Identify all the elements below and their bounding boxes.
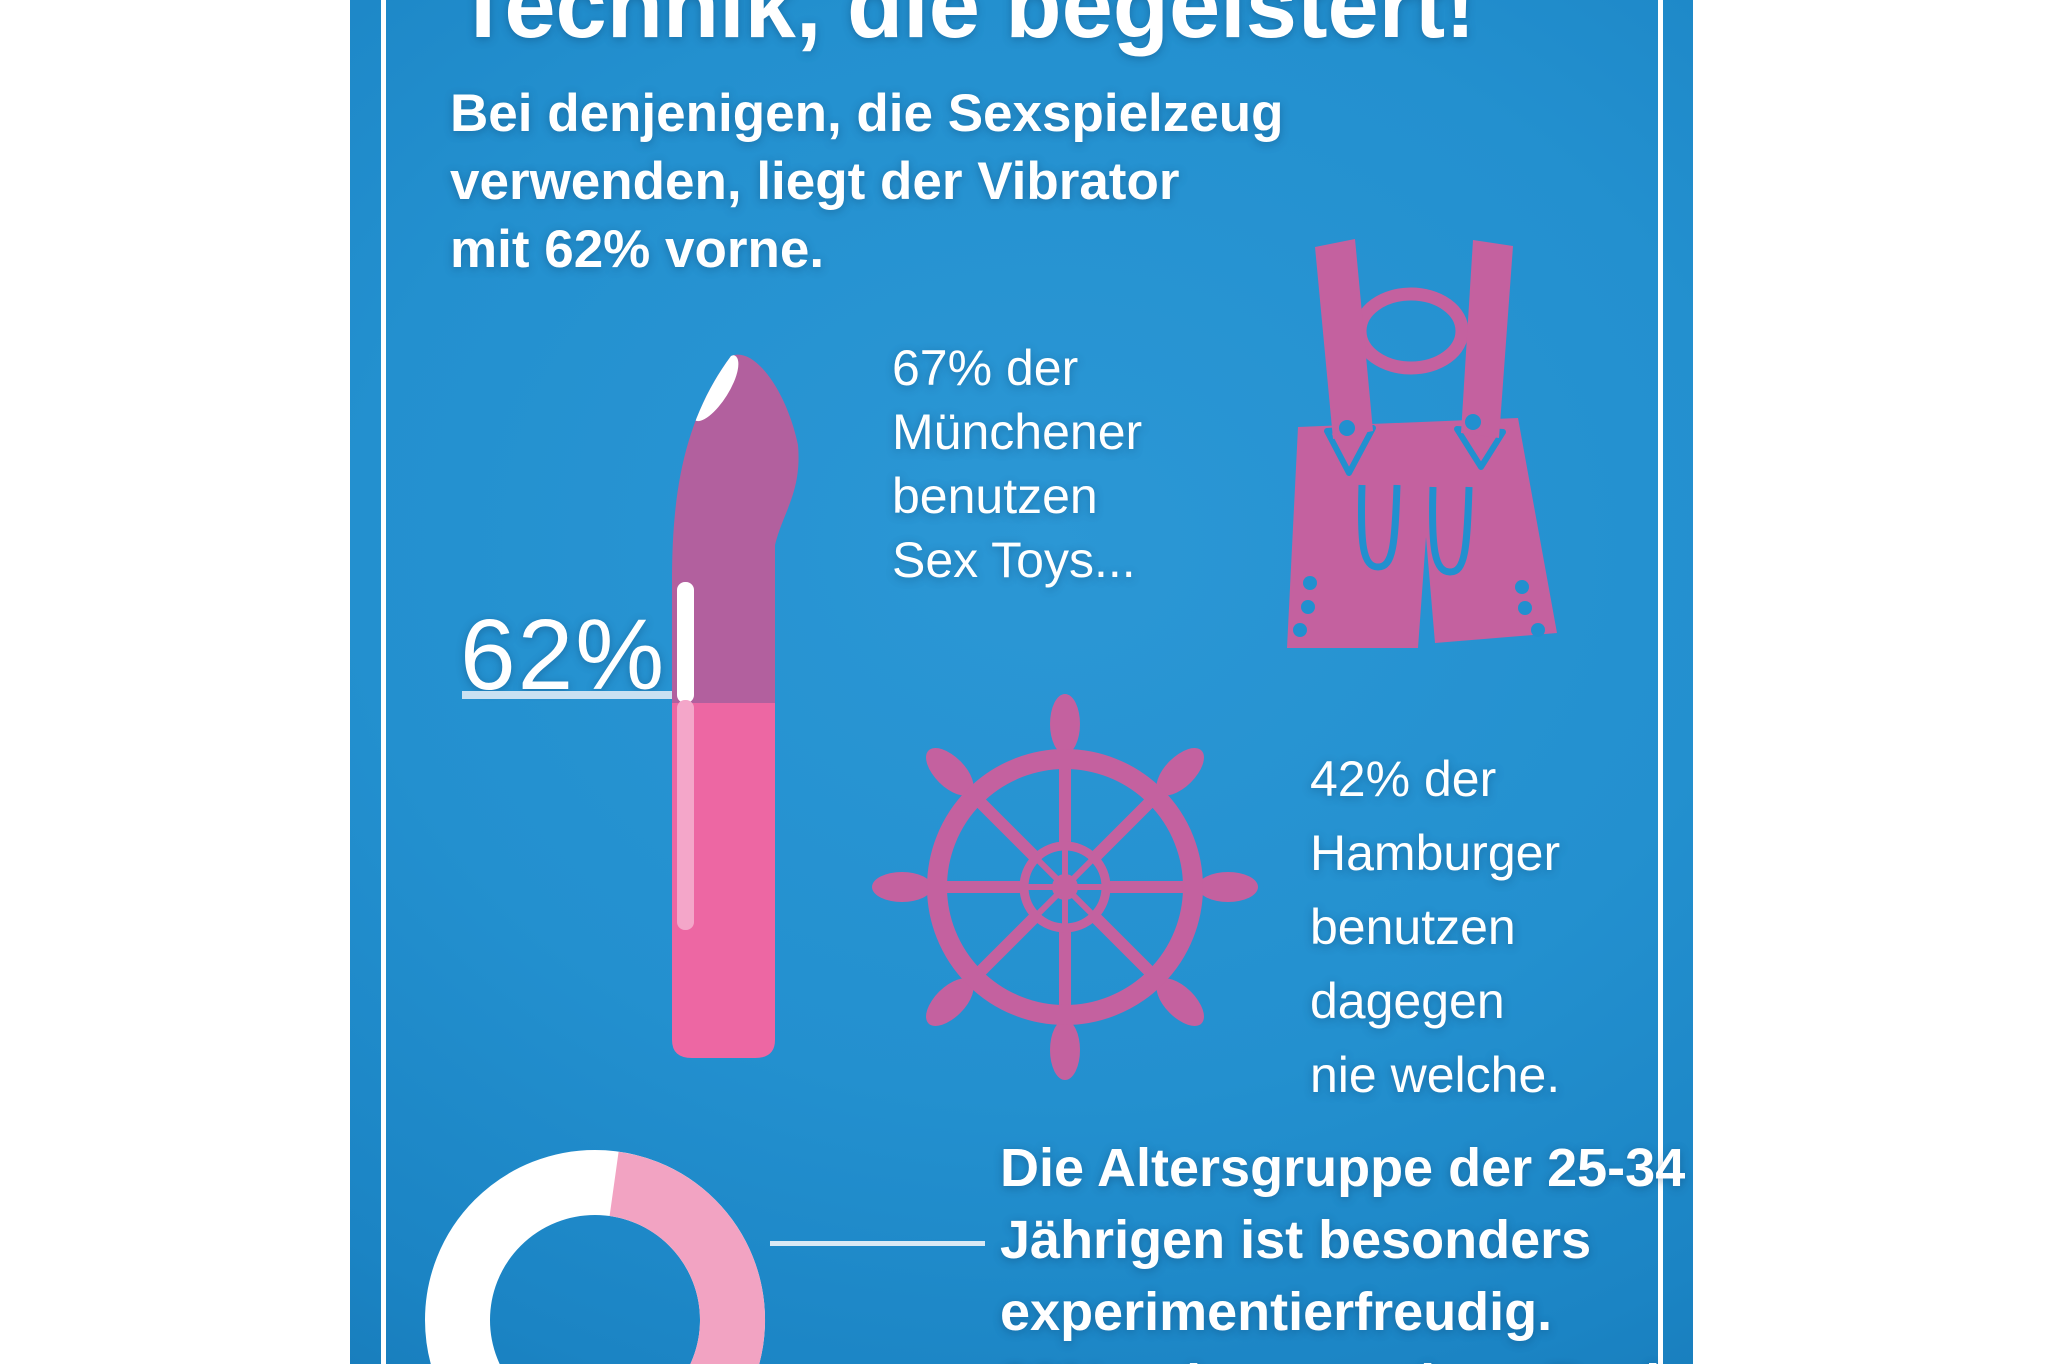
- lederhosen-left-strap: [1315, 239, 1373, 439]
- lederhosen-hem-dot: [1515, 580, 1529, 594]
- vibrator-percentage-underline: [462, 691, 672, 699]
- vibrator-white-stripe: [677, 582, 694, 703]
- munich-line-3: benutzen: [892, 468, 1098, 524]
- munich-line-4: Sex Toys...: [892, 532, 1136, 588]
- lederhosen-strap-button: [1339, 420, 1355, 436]
- lederhosen-hem-dot: [1303, 576, 1317, 590]
- hamburg-line-3: benutzen: [1310, 899, 1516, 955]
- hamburg-stat-text: 42% der Hamburger benutzen dagegen nie w…: [1310, 742, 1560, 1112]
- lederhosen-hem-dot: [1293, 623, 1307, 637]
- lederhosen-hem-dot: [1301, 600, 1315, 614]
- agegroup-stat-text: Die Altersgruppe der 25-34 Jährigen ist …: [1000, 1132, 1690, 1364]
- munich-stat-text: 67% der Münchener benutzen Sex Toys...: [892, 336, 1142, 592]
- lederhosen-right-strap: [1461, 240, 1513, 438]
- munich-line-2: Münchener: [892, 404, 1143, 460]
- lederhosen-icon: [1287, 239, 1557, 648]
- frame-line-left: [381, 0, 386, 1364]
- agegroup-line-1: Die Altersgruppe der 25-34: [1000, 1138, 1686, 1198]
- vibrator-pink-stripe: [677, 700, 694, 930]
- lederhosen-left-seam: [1357, 484, 1401, 571]
- hamburg-line-5: nie welche.: [1310, 1047, 1561, 1103]
- donut-segment-pink: [609, 1151, 765, 1364]
- donut-chart: [425, 1150, 765, 1364]
- munich-line-1: 67% der: [892, 340, 1079, 396]
- hamburg-line-2: Hamburger: [1310, 825, 1561, 881]
- hamburg-line-1: 42% der: [1310, 751, 1497, 807]
- frame-line-right: [1658, 0, 1663, 1364]
- lederhosen-suspender-ring: [1353, 287, 1469, 375]
- intro-line-3: mit 62% vorne.: [450, 220, 825, 279]
- agegroup-line-3: experimentierfreudig.: [1000, 1282, 1553, 1342]
- wheel-rim: [927, 749, 1203, 1025]
- lederhosen-hem-dot: [1531, 623, 1545, 637]
- poster-title: Technik, die begeistert!: [455, 0, 1476, 57]
- ship-wheel-icon: [872, 694, 1258, 1080]
- lederhosen-strap-button: [1465, 414, 1481, 430]
- agegroup-line-2: Jährigen ist besonders: [1000, 1210, 1592, 1270]
- donut-connector-line: [770, 1241, 985, 1246]
- intro-line-2: verwenden, liegt der Vibrator: [450, 152, 1180, 211]
- lederhosen-right-seam: [1429, 486, 1473, 576]
- agegroup-line-4: 32% geben an, einen Penis: [1000, 1348, 1690, 1364]
- hamburg-line-4: dagegen: [1310, 973, 1505, 1029]
- wheel-hub-ring: [1019, 841, 1111, 933]
- vibrator-illustration: [672, 354, 799, 1059]
- vibrator-tip-highlight: [691, 354, 739, 422]
- wheel-hub-center: [1052, 874, 1078, 900]
- intro-text: Bei denjenigen, die Sexspielzeug verwend…: [450, 80, 1284, 284]
- lederhosen-shorts: [1287, 418, 1557, 648]
- lederhosen-hem-dot: [1518, 601, 1532, 615]
- intro-line-1: Bei denjenigen, die Sexspielzeug: [450, 84, 1284, 143]
- infographic-poster: Technik, die begeistert! Bei denjenigen,…: [350, 0, 1693, 1364]
